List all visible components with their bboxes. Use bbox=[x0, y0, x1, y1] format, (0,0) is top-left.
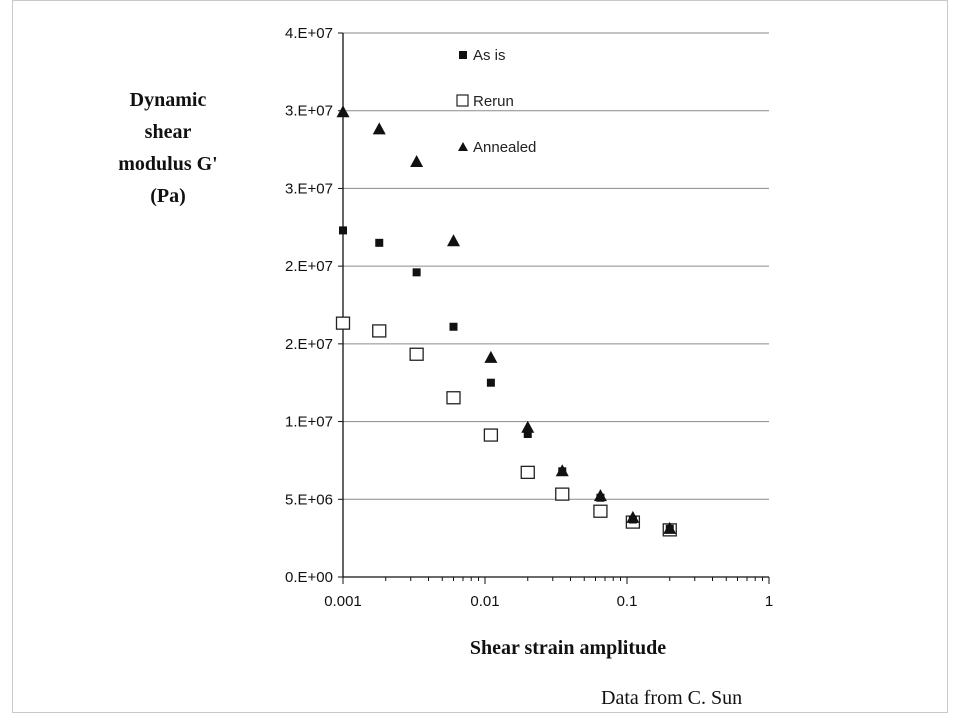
x-tick-label-2: 0.1 bbox=[617, 593, 638, 610]
data-point bbox=[484, 350, 498, 363]
legend-marker-0 bbox=[459, 51, 467, 59]
data-point bbox=[555, 464, 569, 477]
data-point bbox=[523, 430, 532, 439]
data-point bbox=[486, 378, 495, 387]
y-tick-label-4: 2.E+07 bbox=[285, 258, 333, 275]
y-axis-label-line-3: modulus G' bbox=[118, 153, 218, 175]
data-point bbox=[412, 268, 421, 277]
y-tick-label-6: 3.E+07 bbox=[285, 103, 333, 120]
data-point bbox=[663, 521, 677, 534]
series-as-is bbox=[339, 226, 674, 533]
data-point bbox=[520, 465, 535, 480]
y-axis-label-line-1: Dynamic bbox=[129, 89, 207, 111]
data-point bbox=[372, 122, 386, 135]
data-point bbox=[483, 428, 499, 442]
data-credit: Data from C. Sun bbox=[601, 687, 743, 709]
series-annealed bbox=[336, 105, 677, 534]
legend-marker-1 bbox=[456, 94, 469, 107]
y-tick-label-7: 4.E+07 bbox=[285, 25, 333, 42]
x-tick-label-3: 1 bbox=[765, 593, 773, 610]
data-point bbox=[372, 324, 387, 338]
y-tick-label-5: 3.E+07 bbox=[285, 180, 333, 197]
data-point bbox=[339, 226, 347, 235]
legend-label-1: Rerun bbox=[473, 93, 514, 110]
y-axis-label-line-2: shear bbox=[144, 121, 192, 143]
data-point bbox=[375, 238, 384, 247]
data-point bbox=[409, 347, 424, 361]
data-point bbox=[593, 504, 608, 518]
data-point bbox=[626, 510, 640, 523]
x-axis-label: Shear strain amplitude bbox=[469, 637, 667, 659]
x-tick-label-1: 0.01 bbox=[470, 593, 499, 610]
y-tick-label-2: 1.E+07 bbox=[285, 414, 333, 431]
x-tick-label-0: 0.001 bbox=[324, 593, 362, 610]
y-tick-label-1: 5.E+06 bbox=[285, 491, 333, 508]
data-point bbox=[336, 105, 350, 118]
data-point bbox=[410, 155, 424, 168]
data-point bbox=[521, 420, 535, 433]
data-point bbox=[446, 391, 461, 405]
series-rerun bbox=[335, 316, 677, 537]
legend-label-0: As is bbox=[473, 47, 506, 64]
y-tick-label-3: 2.E+07 bbox=[285, 336, 333, 353]
y-axis-label-line-4: (Pa) bbox=[150, 185, 186, 207]
scatter-chart: 0.E+00 5.E+06 1.E+07 2.E+07 2.E+07 3.E+07 3.E+… bbox=[285, 25, 773, 610]
y-tick-label-0: 0.E+00 bbox=[285, 569, 333, 586]
legend-label-2: Annealed bbox=[473, 139, 536, 156]
data-point bbox=[555, 487, 570, 501]
legend-marker-2 bbox=[458, 142, 468, 151]
data-point bbox=[446, 234, 460, 247]
legend: As is Rerun Annealed bbox=[456, 47, 536, 156]
slide-frame: 0.E+00 5.E+06 1.E+07 2.E+07 2.E+07 3.E+07 3.E+… bbox=[12, 0, 948, 713]
data-point bbox=[593, 489, 607, 502]
data-point bbox=[335, 316, 351, 330]
data-point bbox=[449, 322, 458, 331]
